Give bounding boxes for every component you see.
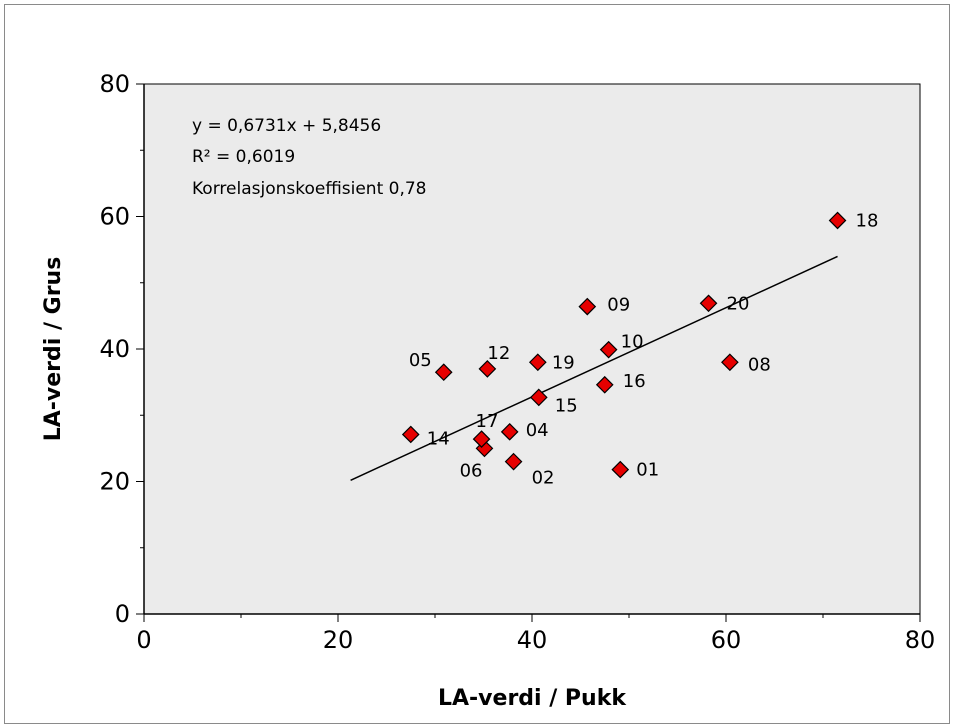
point-label-06: 06 [460,460,483,481]
correlation-text: Korrelasjonskoeffisient 0,78 [192,179,427,199]
point-label-18: 18 [856,210,879,231]
data-point-17 [472,430,491,448]
point-label-15: 15 [555,395,578,416]
equation-text: y = 0,6731x + 5,8456 [192,116,381,136]
y-tick-label: 20 [99,468,130,496]
data-points: 01 02 04 05 06 08 09 10 12 14 15 16 17 18 19 20 [401,210,879,489]
data-point-20 [699,294,718,313]
x-axis-ticks: 0 20 40 60 80 [136,614,935,654]
data-point-12 [478,360,497,378]
data-point-08 [721,353,739,372]
point-label-01: 01 [636,460,659,481]
y-tick-label: 0 [115,600,130,628]
x-tick-label: 40 [517,626,548,654]
point-label-05: 05 [409,350,432,371]
point-label-12: 12 [487,343,510,364]
x-tick-label: 60 [711,626,742,654]
data-point-02 [504,452,523,471]
y-tick-label: 80 [99,70,130,98]
data-point-05 [434,363,453,382]
point-label-14: 14 [427,428,450,449]
plot-area [143,83,921,615]
y-tick-label: 40 [99,335,130,363]
data-point-04 [500,422,519,441]
point-label-16: 16 [623,371,646,392]
equation-annotations: y = 0,6731x + 5,8456 R² = 0,6019 Korrela… [192,116,427,199]
point-label-08: 08 [748,354,771,375]
r-squared-text: R² = 0,6019 [192,147,295,167]
point-label-19: 19 [552,352,575,373]
data-point-14 [401,425,420,444]
point-label-10: 10 [621,332,644,353]
point-label-09: 09 [607,295,630,316]
data-point-18 [828,211,847,230]
y-axis-title: LA-verdi / Grus [41,257,66,442]
data-point-09 [578,297,597,316]
point-label-04: 04 [526,420,549,441]
data-point-01 [611,460,630,479]
data-point-10 [599,340,618,359]
data-point-15 [529,388,548,407]
x-tick-label: 0 [136,626,151,654]
point-label-20: 20 [727,293,750,314]
data-point-16 [595,375,614,394]
y-axis-ticks: 0 20 40 60 80 [99,70,144,628]
point-label-02: 02 [532,468,555,489]
y-tick-label: 60 [99,203,130,231]
x-axis-title: LA-verdi / Pukk [438,686,627,711]
x-tick-label: 80 [905,626,936,654]
data-point-19 [528,353,547,372]
point-label-17: 17 [476,411,499,432]
trendline [350,255,838,481]
x-tick-label: 20 [323,626,354,654]
